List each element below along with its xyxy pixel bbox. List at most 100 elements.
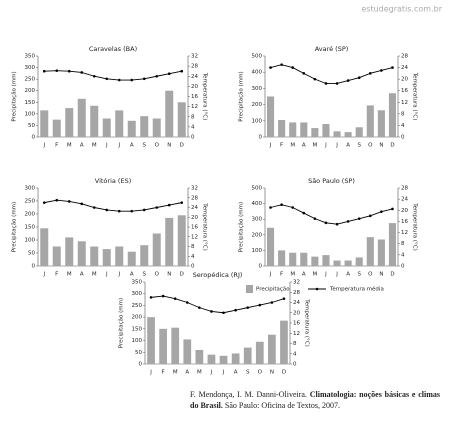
x-tick-label: F — [55, 143, 58, 149]
temperature-point — [280, 63, 283, 66]
precipitation-bar — [366, 237, 374, 266]
precipitation-bar — [152, 118, 161, 137]
temperature-point — [55, 198, 59, 202]
precipitation-bar — [195, 349, 204, 364]
y-tick-label: 200 — [25, 212, 36, 218]
chart-title: Avaré (SP) — [315, 45, 349, 53]
citation-authors: F. Mendonça, I. M. Danni-Oliveira. — [190, 390, 307, 399]
y-tick-label: 350 — [25, 54, 36, 60]
y2-tick-label: 8 — [401, 241, 405, 247]
y-axis-label: Precipitação (mm) — [239, 202, 245, 252]
temperature-point — [92, 74, 96, 78]
precipitation-bar — [366, 105, 374, 137]
precipitation-bar — [289, 252, 297, 266]
precipitation-bar — [289, 122, 297, 137]
temperature-point — [117, 78, 121, 82]
temperature-point — [269, 206, 272, 209]
precipitation-bar — [243, 347, 252, 364]
x-tick-label: N — [167, 272, 171, 278]
temperature-point — [173, 297, 177, 300]
y-tick-label: 100 — [132, 338, 143, 344]
x-tick-label: J — [324, 272, 327, 278]
x-tick-label: A — [130, 272, 134, 278]
temperature-point — [155, 74, 159, 78]
y2-tick-label: 0 — [293, 362, 297, 368]
temperature-point — [270, 301, 274, 304]
y-tick-label: 500 — [252, 186, 263, 192]
y2-tick-label: 24 — [293, 300, 300, 306]
temperature-point — [258, 303, 262, 307]
x-tick-label: O — [258, 370, 263, 376]
y-axis-label: Precipitação (mm) — [12, 202, 18, 252]
precipitation-bar — [333, 131, 341, 137]
temperature-point — [185, 301, 189, 304]
y-tick-label: 300 — [132, 291, 143, 297]
temperature-point — [335, 82, 339, 85]
x-tick-label: M — [92, 143, 97, 149]
temperature-point — [180, 69, 184, 73]
x-tick-label: O — [368, 143, 373, 149]
chart-title: Seropédica (RJ) — [193, 271, 243, 279]
temperature-point — [324, 221, 328, 225]
temperature-point — [280, 203, 283, 207]
x-tick-label: J — [269, 272, 272, 278]
precipitation-bar — [140, 245, 149, 266]
x-tick-label: N — [270, 370, 274, 376]
precipitation-bar — [388, 93, 397, 137]
x-tick-label: A — [302, 272, 306, 278]
y2-tick-label: 20 — [191, 215, 198, 221]
x-tick-label: F — [280, 272, 283, 278]
y-tick-label: 500 — [252, 54, 263, 60]
y-tick-label: 100 — [25, 238, 36, 244]
precipitation-bar — [165, 90, 174, 137]
y-tick-label: 300 — [252, 86, 263, 92]
temperature-line — [270, 204, 393, 225]
temperature-point — [368, 214, 372, 218]
x-tick-label: J — [222, 370, 225, 376]
y-tick-label: 200 — [132, 315, 143, 321]
precipitation-bar — [77, 98, 86, 137]
x-tick-label: A — [346, 272, 350, 278]
y2-axis-label: Temperatura (°C) — [412, 202, 418, 251]
y2-tick-label: 4 — [293, 351, 297, 357]
y2-tick-label: 24 — [401, 197, 408, 203]
precipitation-bar — [40, 110, 49, 137]
temperature-point — [67, 200, 71, 203]
y-tick-label: 100 — [252, 248, 263, 254]
precipitation-bar — [165, 217, 174, 266]
temperature-point — [142, 208, 146, 212]
temperature-point — [210, 310, 213, 313]
precipitation-bar — [177, 102, 186, 137]
x-tick-label: M — [290, 143, 295, 149]
precipitation-bar — [52, 119, 61, 137]
precipitation-bar — [159, 328, 167, 364]
x-tick-label: J — [335, 143, 338, 149]
y-axis-label: Precipitação (mm) — [119, 298, 125, 348]
chart-title: Vitória (ES) — [95, 177, 131, 185]
precipitation-bar — [255, 341, 264, 364]
precipitation-bar — [115, 110, 124, 137]
y-tick-label: 250 — [25, 77, 36, 83]
temperature-point — [357, 217, 361, 220]
y2-tick-label: 16 — [401, 219, 408, 225]
x-tick-label: M — [173, 370, 178, 376]
y-tick-label: 250 — [132, 303, 143, 309]
y2-tick-label: 8 — [293, 341, 297, 347]
legend-label: Temperatura média — [329, 286, 384, 293]
precipitation-bar — [40, 228, 49, 266]
y2-tick-label: 32 — [191, 186, 198, 192]
y-tick-label: 400 — [252, 70, 263, 76]
legend-swatch — [315, 287, 319, 291]
y-tick-label: 150 — [25, 225, 36, 231]
temperature-point — [80, 202, 84, 206]
precipitation-bar — [115, 246, 124, 266]
x-tick-label: M — [67, 272, 72, 278]
temperature-line — [44, 70, 182, 81]
y2-tick-label: 16 — [191, 94, 198, 100]
x-tick-label: A — [346, 143, 350, 149]
temperature-point — [313, 217, 317, 220]
precipitation-bar — [344, 260, 352, 266]
x-tick-label: D — [282, 370, 286, 376]
precipitation-bar — [300, 122, 308, 137]
